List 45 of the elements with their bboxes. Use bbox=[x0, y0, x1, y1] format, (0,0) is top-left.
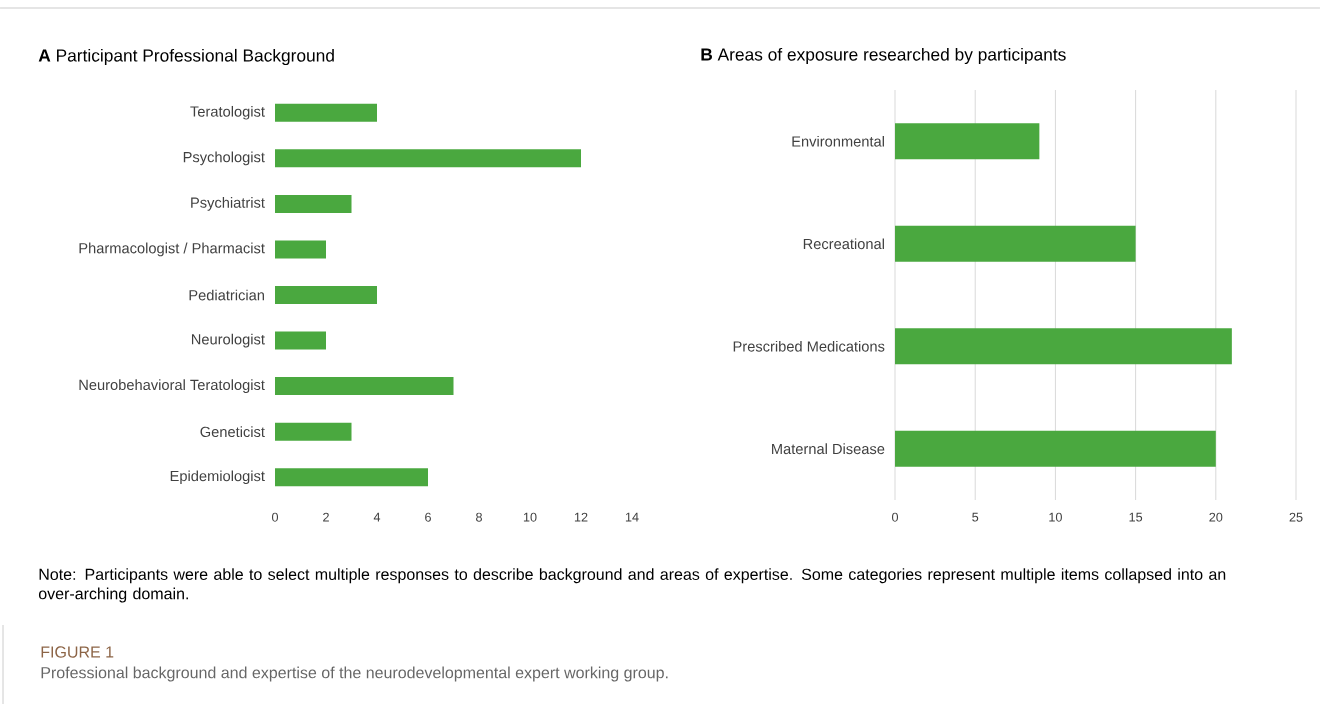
caption: FIGURE 1 bbox=[41, 646, 114, 658]
bar bbox=[895, 123, 1040, 160]
chart-title: A Participant Professional Background bbox=[38, 48, 334, 66]
bar bbox=[275, 194, 352, 213]
y-tick-label: Prescribed Medications bbox=[733, 340, 885, 352]
y-tick-label: Neurobehavioral Teratologist bbox=[79, 379, 265, 393]
x-tick-label: 10 bbox=[1049, 512, 1062, 522]
x-tick-label: 25 bbox=[1289, 512, 1303, 522]
y-tick-label: Epidemiologist bbox=[170, 470, 265, 485]
y-tick-label: Psychiatrist bbox=[191, 197, 265, 211]
bar bbox=[275, 377, 454, 396]
text: Professional background and expertise of the neurodevelopmental expert working group. bbox=[41, 666, 668, 682]
text: Note: Participants were able to select multiple responses to describe background and areas of expertise. Some categories represent multiple items collapsed into an over-arching domain. bbox=[38, 568, 1226, 603]
y-tick-label: Maternal Disease bbox=[772, 443, 885, 455]
bar bbox=[275, 422, 352, 441]
bar bbox=[275, 286, 377, 305]
x-tick-label: 10 bbox=[523, 512, 537, 522]
bar bbox=[275, 240, 327, 259]
y-tick-label: Geneticist bbox=[200, 426, 265, 438]
y-tick-label: Pediatrician bbox=[189, 289, 264, 301]
y-tick-label: Neurologist bbox=[191, 333, 265, 348]
y-tick-label: Recreational bbox=[803, 238, 884, 250]
bar bbox=[895, 328, 1232, 365]
x-tick-label: 0 bbox=[891, 512, 899, 522]
y-tick-label: Psychologist bbox=[183, 151, 265, 166]
x-tick-label: 2 bbox=[323, 512, 329, 522]
bar bbox=[895, 225, 1136, 262]
x-tick-label: 12 bbox=[574, 512, 588, 522]
x-tick-label: 20 bbox=[1209, 512, 1223, 522]
y-tick-label: Pharmacologist / Pharmacist bbox=[79, 242, 265, 257]
x-tick-label: 5 bbox=[972, 512, 979, 522]
x-tick-label: 0 bbox=[271, 512, 279, 522]
chart-title: B Areas of exposure researched by participants bbox=[701, 47, 1066, 65]
bar bbox=[275, 468, 429, 487]
x-tick-label: 15 bbox=[1129, 512, 1143, 522]
y-tick-label: Teratologist bbox=[190, 105, 265, 120]
bar bbox=[895, 430, 1216, 467]
x-tick-label: 4 bbox=[373, 512, 381, 522]
x-tick-label: 6 bbox=[425, 512, 431, 522]
bar bbox=[275, 103, 377, 122]
x-tick-label: 8 bbox=[476, 512, 482, 522]
bar bbox=[275, 149, 582, 168]
x-tick-label: 14 bbox=[625, 512, 639, 522]
bar bbox=[275, 331, 327, 350]
y-tick-label: Environmental bbox=[792, 135, 884, 147]
